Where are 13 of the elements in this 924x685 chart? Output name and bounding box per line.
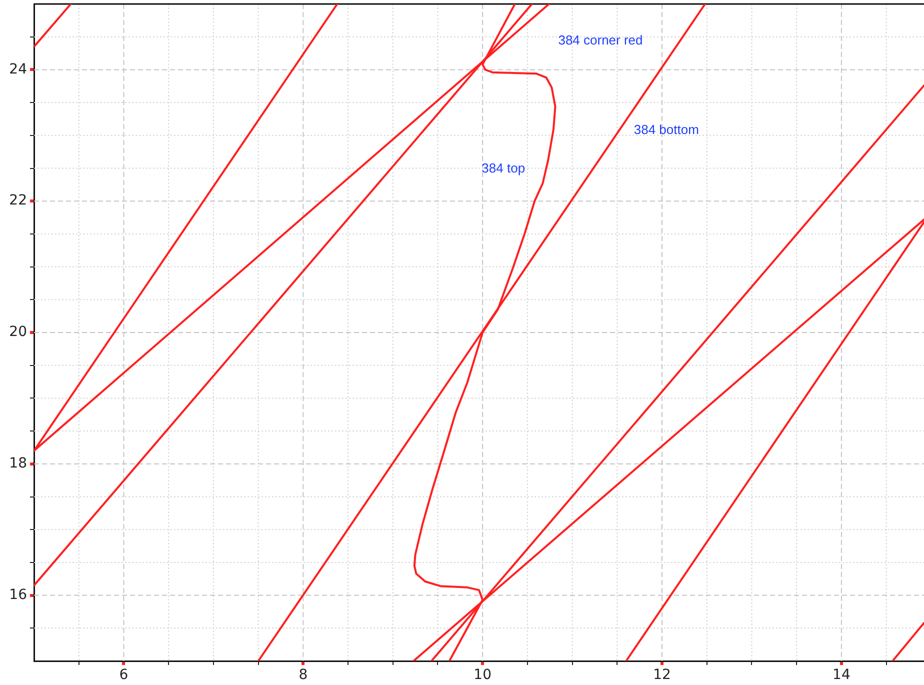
annotation: 384 bottom (634, 122, 699, 138)
x-tick-label: 12 (653, 667, 671, 684)
x-tick-label: 6 (119, 667, 128, 684)
x-tick-label: 10 (474, 667, 492, 684)
annotation: 384 corner red (558, 32, 643, 48)
x-tick-label: 8 (298, 667, 308, 684)
y-tick-label: 16 (9, 586, 28, 603)
annotation: 384 top (482, 160, 526, 176)
y-tick-label: 22 (9, 192, 27, 209)
y-tick-label: 20 (9, 324, 27, 340)
y-tick-label: 18 (9, 456, 27, 472)
x-tick-label: 14 (832, 667, 850, 684)
y-tick-label: 24 (9, 61, 28, 78)
